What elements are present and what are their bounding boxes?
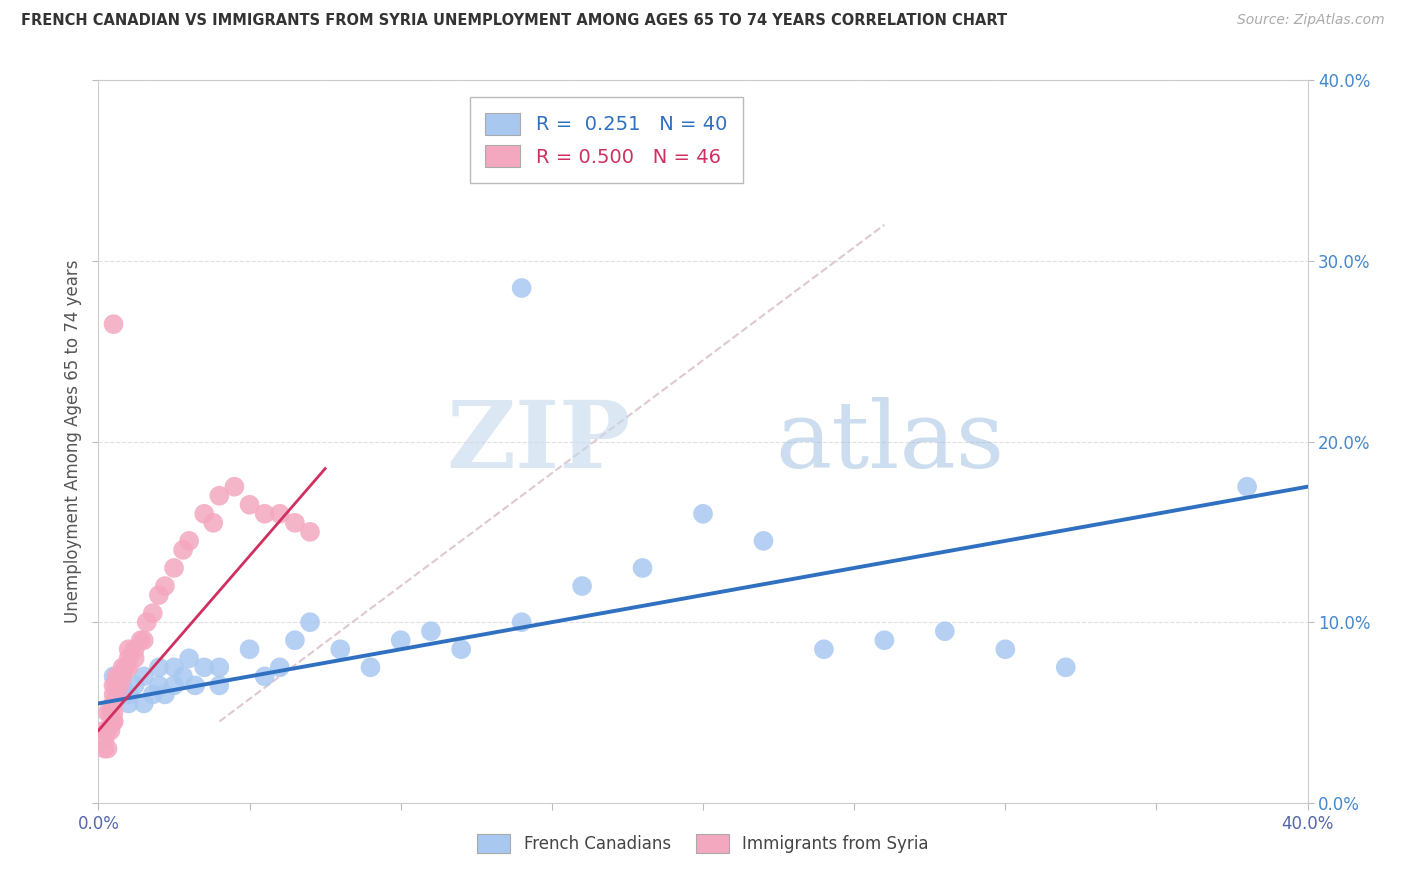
Point: [208, 678, 231, 692]
Point: [103, 678, 125, 692]
Point: [873, 633, 896, 648]
Point: [224, 480, 246, 494]
Text: ZIP: ZIP: [446, 397, 630, 486]
Point: [103, 687, 125, 701]
Point: [360, 660, 382, 674]
Point: [172, 542, 194, 557]
Point: [163, 660, 186, 674]
Point: [118, 660, 141, 674]
Point: [420, 624, 443, 639]
Point: [163, 678, 186, 692]
Point: [124, 651, 146, 665]
Legend: French Canadians, Immigrants from Syria: French Canadians, Immigrants from Syria: [471, 827, 935, 860]
Point: [96, 723, 118, 738]
Text: atlas: atlas: [776, 397, 1005, 486]
Point: [105, 687, 128, 701]
Point: [111, 669, 134, 683]
Point: [163, 561, 186, 575]
Point: [208, 660, 231, 674]
Point: [1236, 480, 1258, 494]
Point: [253, 507, 276, 521]
Point: [111, 660, 134, 674]
Point: [100, 723, 122, 738]
Point: [994, 642, 1017, 657]
Point: [111, 678, 134, 692]
Point: [93, 732, 115, 747]
Point: [269, 507, 291, 521]
Point: [103, 714, 125, 729]
Point: [253, 669, 276, 683]
Point: [142, 606, 165, 620]
Point: [118, 642, 141, 657]
Point: [148, 678, 170, 692]
Point: [284, 516, 307, 530]
Point: [93, 723, 115, 738]
Point: [193, 507, 215, 521]
Point: [934, 624, 956, 639]
Point: [752, 533, 775, 548]
Point: [105, 669, 128, 683]
Point: [118, 687, 141, 701]
Point: [284, 633, 307, 648]
Point: [124, 642, 146, 657]
Point: [269, 660, 291, 674]
Point: [103, 317, 125, 331]
Point: [96, 706, 118, 720]
Point: [93, 741, 115, 756]
Point: [1054, 660, 1077, 674]
Point: [132, 669, 155, 683]
Point: [510, 281, 533, 295]
Point: [118, 697, 141, 711]
Point: [239, 498, 262, 512]
Point: [103, 697, 125, 711]
Point: [172, 669, 194, 683]
Point: [100, 706, 122, 720]
Point: [118, 651, 141, 665]
Point: [108, 678, 131, 692]
Point: [299, 615, 322, 630]
Point: [153, 687, 176, 701]
Point: [153, 579, 176, 593]
Point: [103, 706, 125, 720]
Point: [108, 669, 131, 683]
Point: [239, 642, 262, 657]
Point: [179, 651, 201, 665]
Point: [813, 642, 835, 657]
Point: [132, 633, 155, 648]
Point: [299, 524, 322, 539]
Point: [105, 678, 128, 692]
Point: [148, 588, 170, 602]
Point: [389, 633, 412, 648]
Point: [179, 533, 201, 548]
Point: [96, 741, 118, 756]
Point: [132, 697, 155, 711]
Text: FRENCH CANADIAN VS IMMIGRANTS FROM SYRIA UNEMPLOYMENT AMONG AGES 65 TO 74 YEARS : FRENCH CANADIAN VS IMMIGRANTS FROM SYRIA…: [21, 13, 1007, 29]
Point: [129, 633, 152, 648]
Point: [571, 579, 593, 593]
Point: [510, 615, 533, 630]
Point: [631, 561, 654, 575]
Point: [329, 642, 352, 657]
Point: [135, 615, 157, 630]
Point: [103, 669, 125, 683]
Point: [148, 660, 170, 674]
Point: [193, 660, 215, 674]
Y-axis label: Unemployment Among Ages 65 to 74 years: Unemployment Among Ages 65 to 74 years: [63, 260, 82, 624]
Text: Source: ZipAtlas.com: Source: ZipAtlas.com: [1237, 13, 1385, 28]
Point: [103, 697, 125, 711]
Point: [124, 678, 146, 692]
Point: [450, 642, 472, 657]
Point: [103, 714, 125, 729]
Point: [184, 678, 207, 692]
Point: [202, 516, 225, 530]
Point: [692, 507, 714, 521]
Point: [114, 660, 136, 674]
Point: [208, 489, 231, 503]
Point: [142, 687, 165, 701]
